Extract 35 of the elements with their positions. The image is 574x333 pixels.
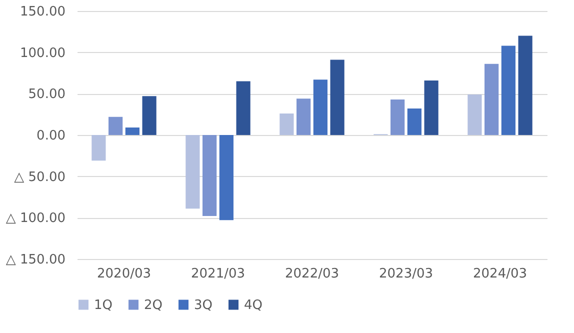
legend-label: 2Q (144, 298, 163, 313)
y-tick-label: △ 100.00 (6, 211, 66, 226)
y-tick-label: 150.00 (20, 4, 66, 20)
bar (236, 81, 250, 135)
bar (518, 36, 532, 135)
y-tick-label: 0.00 (36, 128, 66, 144)
x-tick-label: 2022/03 (284, 266, 340, 282)
legend-label: 3Q (194, 298, 213, 313)
x-tick-label: 2024/03 (472, 266, 528, 282)
bar (407, 108, 422, 135)
y-tick-label: △ 150.00 (6, 252, 66, 268)
y-tick-label: △ 50.00 (14, 170, 66, 185)
bar (186, 135, 200, 209)
bar (219, 135, 234, 220)
bar (108, 116, 123, 135)
bar (468, 94, 482, 135)
x-tick-label: 2020/03 (96, 266, 152, 282)
x-tick-label: 2023/03 (378, 266, 434, 282)
bar (484, 64, 499, 135)
bar (92, 135, 106, 161)
legend-label: 4Q (244, 298, 263, 313)
bar (313, 80, 328, 135)
bar (296, 98, 311, 135)
bar (501, 46, 516, 135)
bar (142, 96, 156, 135)
y-tick-label: 100.00 (20, 46, 66, 61)
bar (202, 135, 217, 216)
bar (280, 114, 294, 135)
legend-label: 1Q (94, 298, 113, 313)
x-tick-label: 2021/03 (190, 266, 246, 282)
y-tick-label: 50.00 (28, 87, 66, 102)
bar (424, 80, 438, 135)
bar (125, 128, 140, 135)
bar (390, 99, 405, 135)
bar (330, 60, 344, 135)
